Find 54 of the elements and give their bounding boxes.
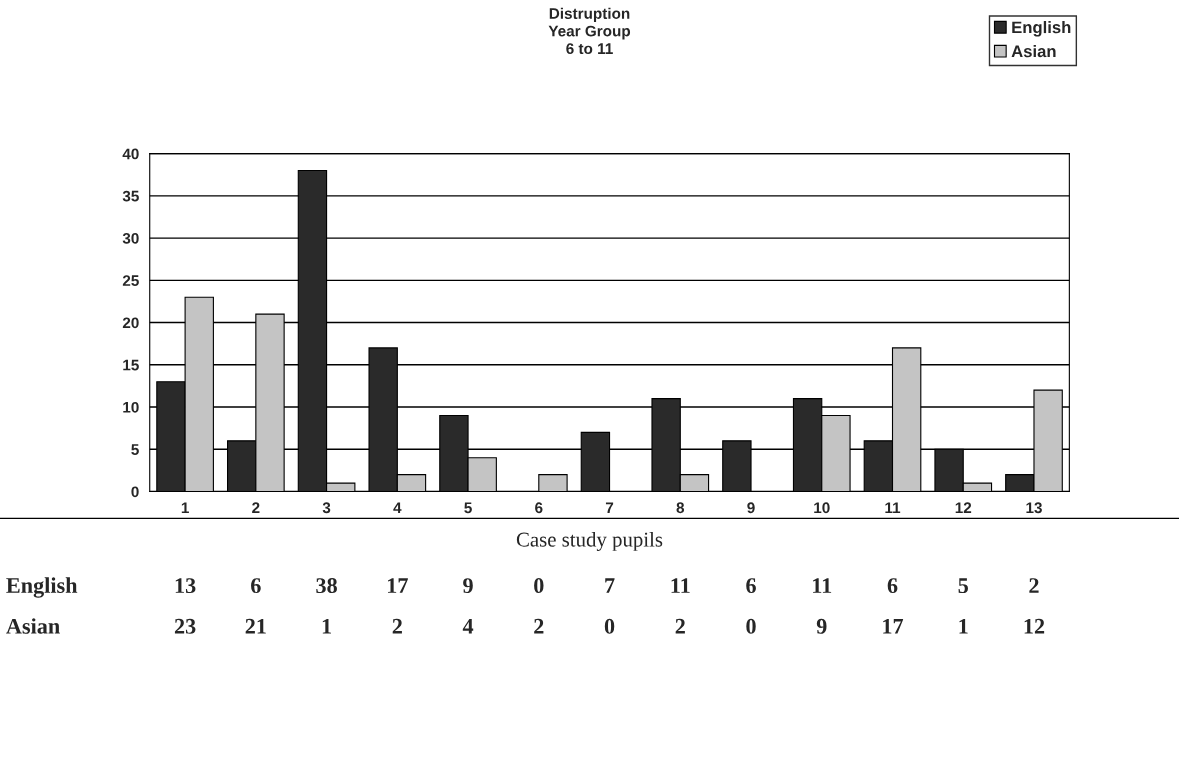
x-tick-label: 12 xyxy=(955,502,972,514)
x-tick-label: 10 xyxy=(814,502,830,514)
data-label: 1 xyxy=(322,618,331,634)
y-tick-label: 15 xyxy=(123,359,139,371)
data-label: 23 xyxy=(174,618,196,634)
y-tick-label: 10 xyxy=(123,401,139,413)
data-label: 5 xyxy=(958,578,968,594)
legend-label: English xyxy=(1012,21,1071,37)
data-label: 13 xyxy=(175,578,196,594)
data-label: 6 xyxy=(251,578,261,594)
x-tick-label: 2 xyxy=(252,502,260,514)
data-label: 2 xyxy=(392,618,402,634)
x-tick-label: 8 xyxy=(676,502,685,514)
x-tick-label: 5 xyxy=(464,502,472,514)
text: Case study pupils xyxy=(516,531,663,551)
y-tick-label: 20 xyxy=(122,317,139,329)
data-label: 17 xyxy=(387,578,408,593)
data-label: 21 xyxy=(245,618,266,634)
data-label: 6 xyxy=(887,578,898,594)
chart-title: Distruption Year Group 6 to 11 xyxy=(548,7,631,55)
y-tick-label: 0 xyxy=(131,486,139,498)
data-label: 2 xyxy=(1029,578,1039,593)
data-label: 9 xyxy=(463,578,473,594)
data-label: 38 xyxy=(316,578,337,594)
y-tick-label: 30 xyxy=(122,232,139,244)
data-label: 9 xyxy=(816,618,827,634)
y-tick-label: 25 xyxy=(122,275,139,287)
data-label: 0 xyxy=(746,618,756,634)
data-label: 7 xyxy=(605,578,615,593)
x-tick-label: 9 xyxy=(747,502,755,514)
data-label: 12 xyxy=(1024,618,1045,634)
data-label: 1 xyxy=(959,618,968,634)
text: English xyxy=(6,577,78,598)
data-label: 2 xyxy=(534,618,544,634)
x-tick-label: 13 xyxy=(1026,502,1042,514)
data-label: 11 xyxy=(671,578,690,593)
text: Asian xyxy=(6,618,60,634)
data-label: 6 xyxy=(746,578,756,594)
x-tick-label: 11 xyxy=(885,502,901,514)
data-label: 2 xyxy=(675,618,685,634)
data-label: 17 xyxy=(883,618,904,634)
x-tick-label: 3 xyxy=(322,502,331,514)
data-label: 11 xyxy=(813,578,832,593)
y-tick-label: 40 xyxy=(122,148,139,160)
legend-label: Asian xyxy=(1011,44,1056,58)
data-label: 4 xyxy=(462,618,474,634)
y-tick-label: 5 xyxy=(131,444,139,455)
data-label: 0 xyxy=(534,578,544,594)
y-tick-label: 35 xyxy=(122,190,139,202)
x-tick-label: 4 xyxy=(393,502,402,514)
x-tick-label: 6 xyxy=(535,502,543,514)
x-tick-label: 7 xyxy=(605,502,614,514)
data-label: 0 xyxy=(604,618,615,634)
x-tick-label: 1 xyxy=(181,502,189,514)
